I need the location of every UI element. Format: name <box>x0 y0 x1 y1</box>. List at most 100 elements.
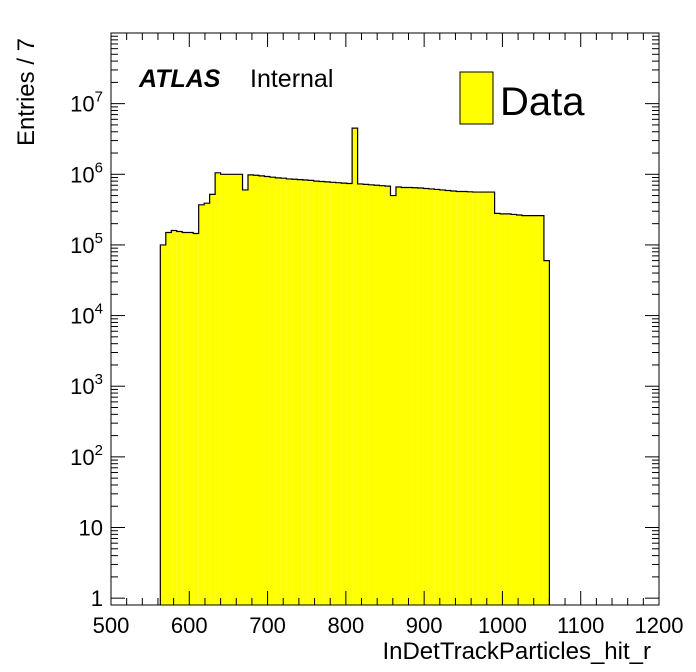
histogram-bin <box>505 213 512 606</box>
histogram-bin <box>275 177 281 605</box>
histogram-bin <box>423 188 429 605</box>
histogram-bin <box>302 180 309 605</box>
histogram-bin <box>401 187 407 605</box>
histogram-bin <box>286 178 292 605</box>
x-tick-label: 700 <box>249 613 286 638</box>
histogram-bin <box>258 175 265 605</box>
histogram-bin <box>412 187 418 605</box>
legend-swatch-data <box>459 71 494 125</box>
atlas-label: ATLAS <box>138 65 221 93</box>
legend: Data <box>459 71 585 125</box>
y-tick-label: 105 <box>70 230 103 258</box>
y-tick-label: 10 <box>79 516 103 541</box>
histogram-bin <box>341 183 347 605</box>
histogram-bin <box>330 182 336 605</box>
histogram-bin <box>483 192 490 606</box>
y-tick-label: 1 <box>91 586 103 611</box>
histogram-bin <box>346 183 353 605</box>
histogram-bin <box>248 174 254 605</box>
x-tick-labels: 500 600 700 800 900 1000 1100 1200 <box>93 613 684 638</box>
histogram-bin <box>406 187 413 605</box>
y-tick-label: 102 <box>70 442 103 470</box>
histogram-bin <box>390 195 396 605</box>
histogram-bin <box>269 177 276 606</box>
histogram-bin <box>193 233 199 606</box>
histogram-bin <box>209 194 216 605</box>
histogram-bin <box>516 215 522 605</box>
histogram-bin <box>417 187 424 606</box>
histogram-bin <box>478 192 484 606</box>
legend-label-data: Data <box>500 80 585 124</box>
histogram-bin <box>532 215 539 605</box>
histogram-bin <box>439 189 446 605</box>
histogram-bin <box>511 214 517 605</box>
histogram-bin <box>379 185 385 605</box>
histogram-bin <box>450 191 457 605</box>
histogram-bin <box>160 244 166 606</box>
histogram-bin <box>385 186 391 606</box>
histogram-bin <box>220 174 227 606</box>
histogram-bin <box>489 192 495 606</box>
x-axis-title: InDetTrackParticles_hit_r <box>382 638 651 665</box>
histogram-bin <box>434 189 440 605</box>
y-tick-label: 107 <box>70 89 103 117</box>
histogram-bin <box>204 203 210 605</box>
x-tick-label: 1200 <box>635 613 684 638</box>
histogram-bin <box>187 232 194 606</box>
internal-label: Internal <box>250 65 333 93</box>
histogram-bin <box>357 183 364 606</box>
histogram-bin <box>522 215 528 605</box>
histogram-bin <box>280 178 287 605</box>
histogram-bin <box>428 188 435 605</box>
histogram-bin <box>543 260 550 605</box>
histogram-bin <box>215 172 221 605</box>
histogram-bin <box>231 174 238 606</box>
histogram-bins <box>159 127 550 606</box>
histogram-bin <box>165 232 172 606</box>
histogram-bin <box>461 191 468 606</box>
histogram-bin <box>226 174 232 606</box>
histogram-bin <box>538 215 544 605</box>
histogram-bin <box>395 187 402 605</box>
histogram-bin <box>368 184 375 605</box>
histogram-bin <box>242 189 248 605</box>
y-tick-labels: 1 10 102 103 104 105 106 107 <box>70 89 103 612</box>
histogram-bin <box>324 181 331 605</box>
histogram-bin <box>297 179 303 605</box>
histogram-bin <box>319 181 325 606</box>
histogram-bin <box>352 128 358 606</box>
histogram-bin <box>527 215 533 605</box>
histogram-bin <box>182 232 188 606</box>
y-tick-label: 103 <box>70 371 103 399</box>
histogram-bin <box>253 175 259 605</box>
x-tick-label: 1100 <box>557 613 604 638</box>
histogram-bin <box>494 213 501 605</box>
histogram-bin <box>374 185 380 606</box>
x-tick-label: 800 <box>327 613 364 638</box>
histogram-bin <box>445 190 451 606</box>
histogram-bin <box>363 184 369 605</box>
histogram-outline <box>159 127 550 605</box>
histogram-bin <box>472 192 479 606</box>
histogram-bin <box>171 230 177 605</box>
histogram-bin <box>291 179 298 606</box>
histogram-bin <box>308 180 314 605</box>
histogram-bin <box>198 204 205 605</box>
y-tick-label: 104 <box>70 301 103 329</box>
histogram-bin <box>237 174 243 606</box>
histogram-bin <box>467 191 473 605</box>
x-tick-label: 1000 <box>478 613 527 638</box>
histogram-bin <box>500 213 506 606</box>
axis-ticks <box>110 33 660 605</box>
histogram-bin <box>456 191 462 606</box>
y-tick-label: 106 <box>70 159 103 187</box>
x-tick-label: 900 <box>406 613 443 638</box>
histogram-bin <box>176 231 183 605</box>
histogram-bin <box>313 181 320 606</box>
histogram-bin <box>264 176 270 606</box>
x-tick-label: 500 <box>93 613 130 638</box>
histogram-bin <box>335 182 342 605</box>
y-axis-title: Entries / 7 <box>13 38 40 146</box>
x-tick-label: 600 <box>171 613 208 638</box>
